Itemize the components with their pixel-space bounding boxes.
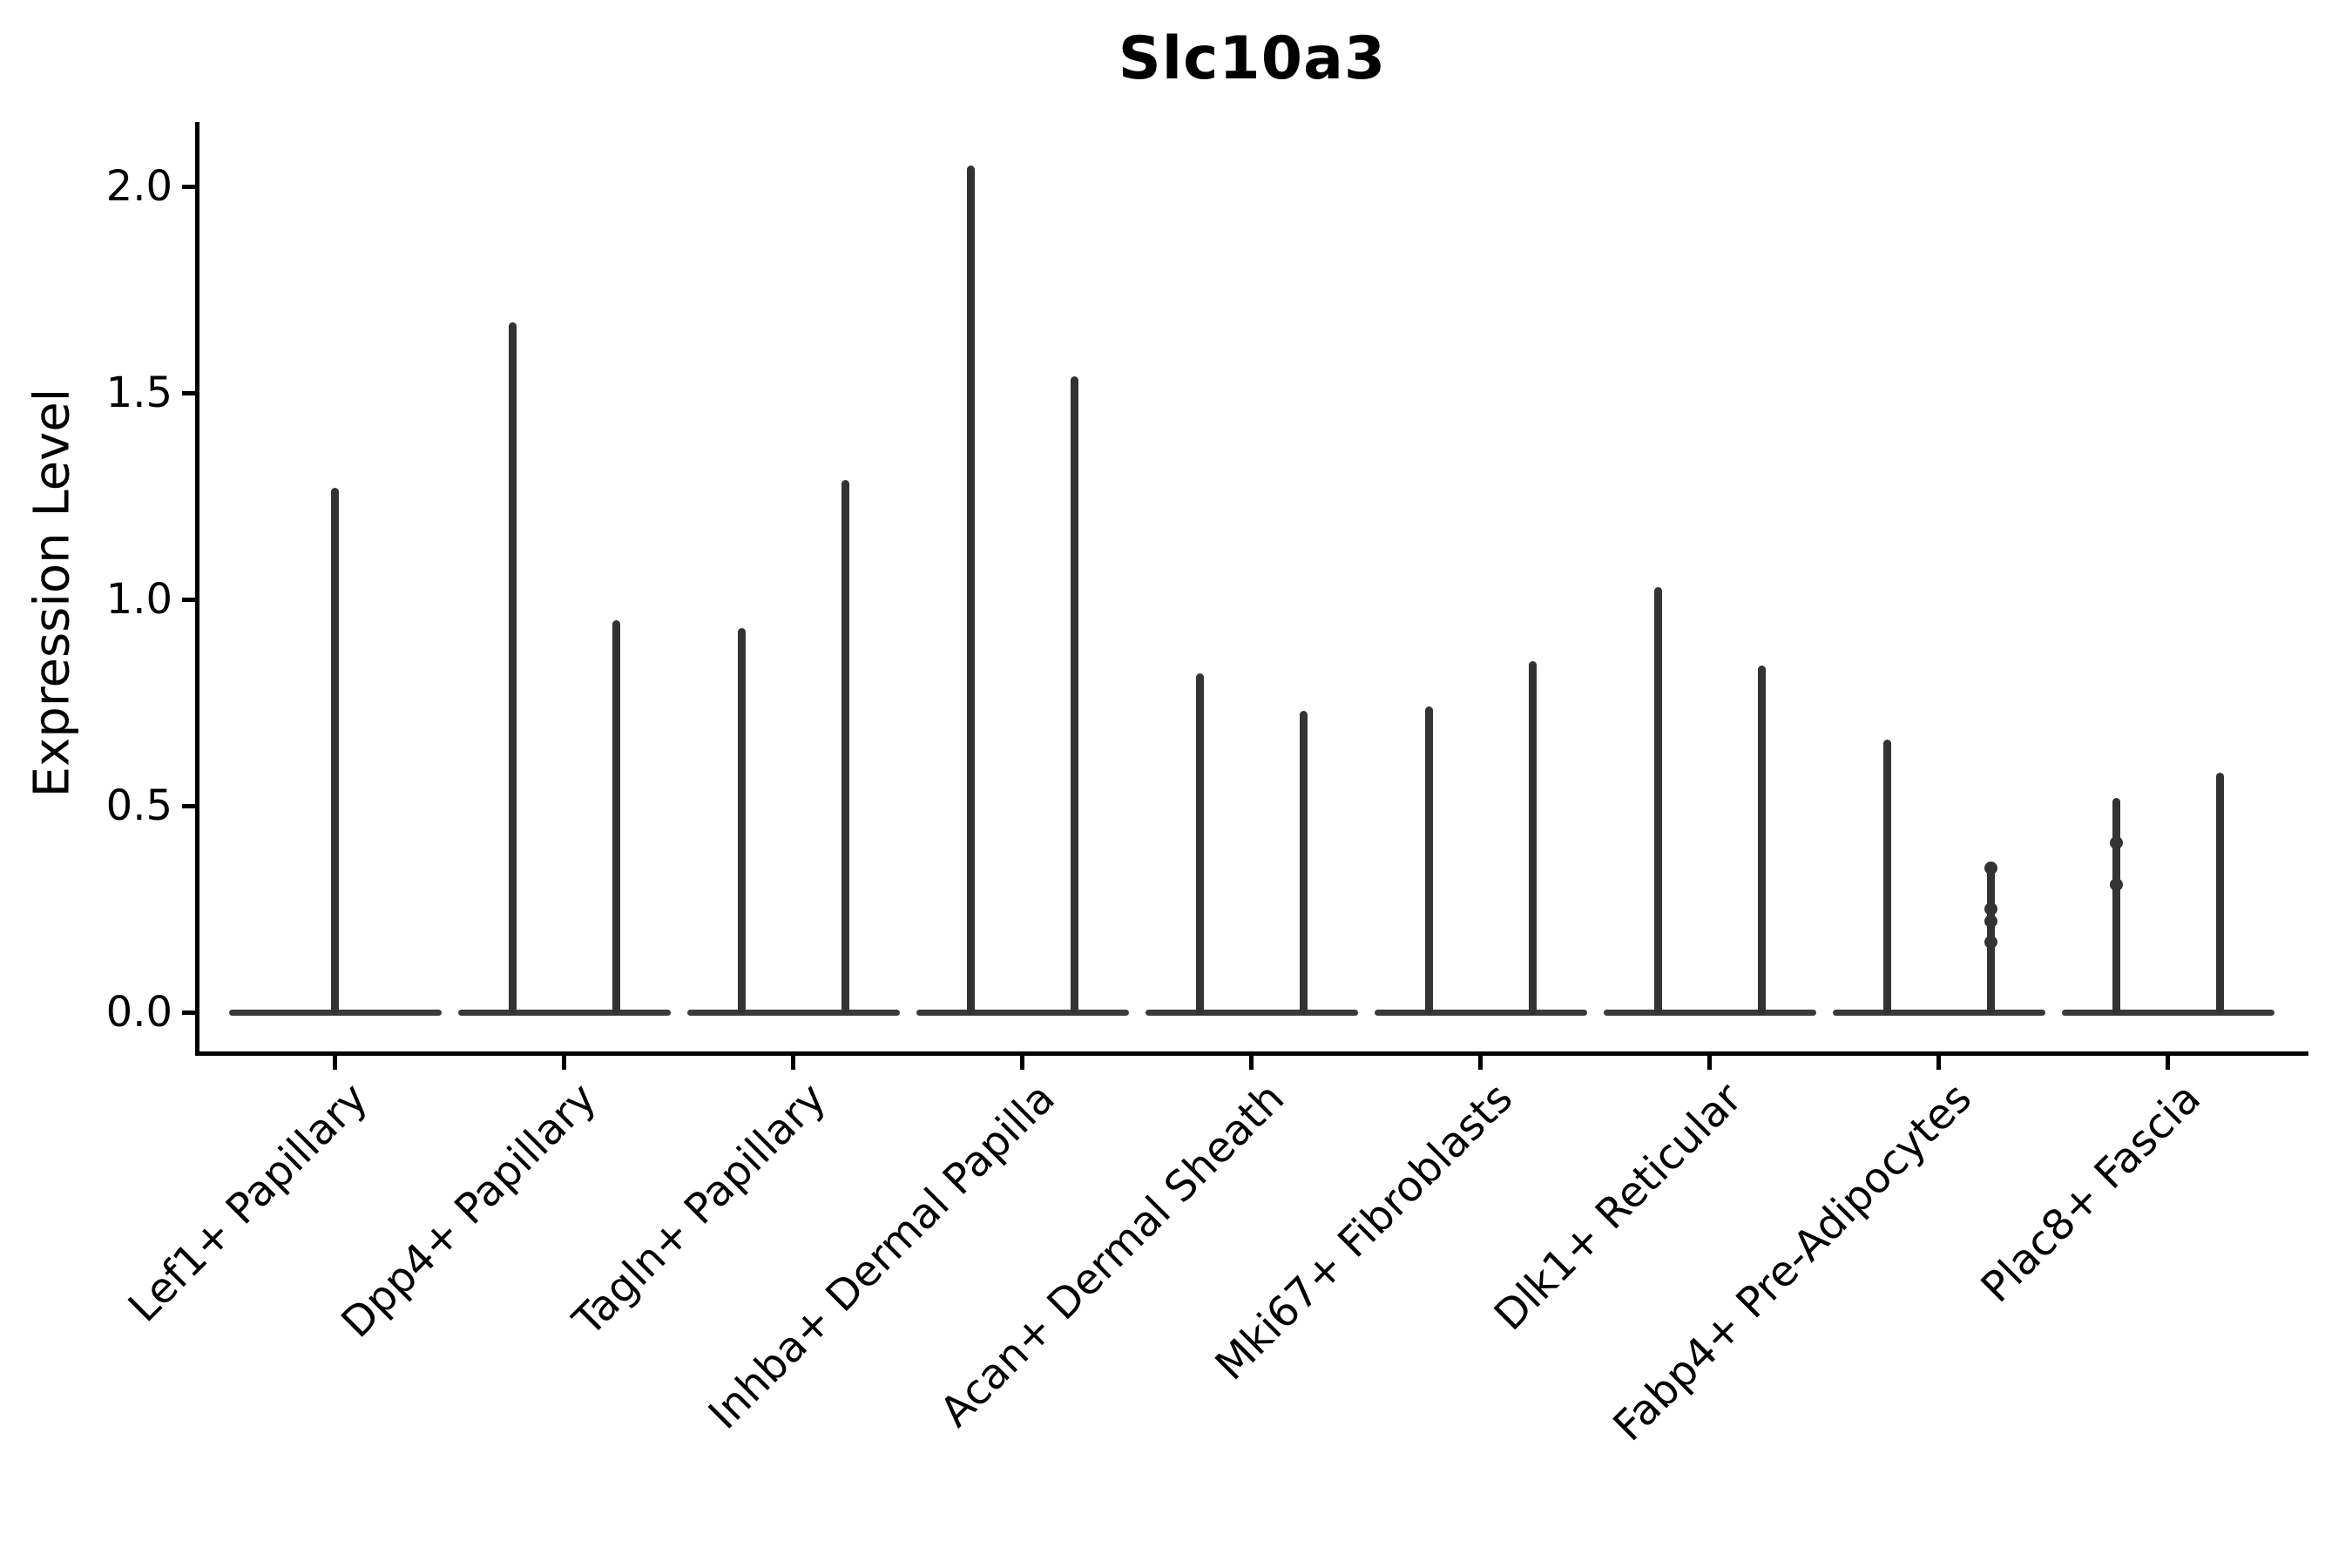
- y-tick-mark: [182, 803, 196, 808]
- violin-spike: [737, 628, 746, 1015]
- violin-spike: [612, 619, 620, 1015]
- violin-spike: [2112, 797, 2120, 1015]
- violin-spike: [1070, 376, 1078, 1015]
- violin-baseline: [1145, 1009, 1358, 1016]
- y-tick-label: 0.0: [105, 988, 172, 1037]
- x-tick-mark: [1020, 1056, 1024, 1070]
- violin-jitter-point: [1984, 915, 1997, 929]
- y-tick-label: 0.5: [105, 781, 172, 830]
- y-axis-spine: [195, 122, 199, 1056]
- violin-spike: [1882, 740, 1891, 1015]
- x-tick-label: Dpp4+ Papillary: [332, 1073, 606, 1348]
- violin-jitter-point: [1984, 902, 1997, 916]
- violin-spike: [1757, 665, 1766, 1015]
- x-tick-mark: [2166, 1056, 2170, 1070]
- x-tick-mark: [1707, 1056, 1712, 1070]
- chart-title: Slc10a3: [1118, 24, 1387, 93]
- y-tick-label: 1.0: [105, 575, 172, 624]
- violin-jitter-point: [1984, 935, 1997, 949]
- violin-spike: [1653, 586, 1662, 1015]
- x-tick-mark: [333, 1056, 337, 1070]
- violin-baseline: [1832, 1009, 2045, 1016]
- violin-baseline: [1603, 1009, 1816, 1016]
- violin-jitter-point: [2109, 836, 2123, 850]
- violin-spike: [508, 322, 517, 1015]
- violin-baseline: [1374, 1009, 1587, 1016]
- y-tick-label: 2.0: [105, 162, 172, 211]
- x-tick-label: Plac8+ Fascia: [1971, 1073, 2210, 1313]
- x-tick-label: Dlk1+ Reticular: [1485, 1073, 1752, 1341]
- violin-spike: [1528, 661, 1537, 1015]
- violin-spike: [331, 488, 339, 1015]
- violin-spike: [1424, 706, 1433, 1015]
- y-tick-mark: [182, 1010, 196, 1015]
- y-tick-mark: [182, 597, 196, 602]
- violin-spike: [841, 479, 849, 1015]
- violin-baseline: [457, 1009, 671, 1016]
- x-tick-mark: [1478, 1056, 1483, 1070]
- violin-spike: [1299, 710, 1308, 1015]
- violin-spike: [966, 166, 975, 1015]
- violin-baseline: [2061, 1009, 2274, 1016]
- y-tick-mark: [182, 184, 196, 189]
- x-axis-spine: [195, 1051, 2308, 1056]
- x-tick-mark: [562, 1056, 566, 1070]
- x-tick-mark: [1249, 1056, 1254, 1070]
- x-tick-mark: [791, 1056, 795, 1070]
- x-tick-label: Tagln+ Papillary: [564, 1073, 835, 1346]
- violin-spike: [2215, 773, 2224, 1015]
- x-tick-mark: [1936, 1056, 1941, 1070]
- violin-baseline: [686, 1009, 900, 1016]
- x-tick-label: Lef1+ Papillary: [118, 1073, 377, 1332]
- violin-spike: [1195, 673, 1204, 1015]
- violin-jitter-point: [2109, 877, 2123, 891]
- violin-jitter-point: [1984, 861, 1997, 875]
- y-tick-label: 1.5: [105, 368, 172, 417]
- violin-baseline: [916, 1009, 1129, 1016]
- y-tick-mark: [182, 390, 196, 395]
